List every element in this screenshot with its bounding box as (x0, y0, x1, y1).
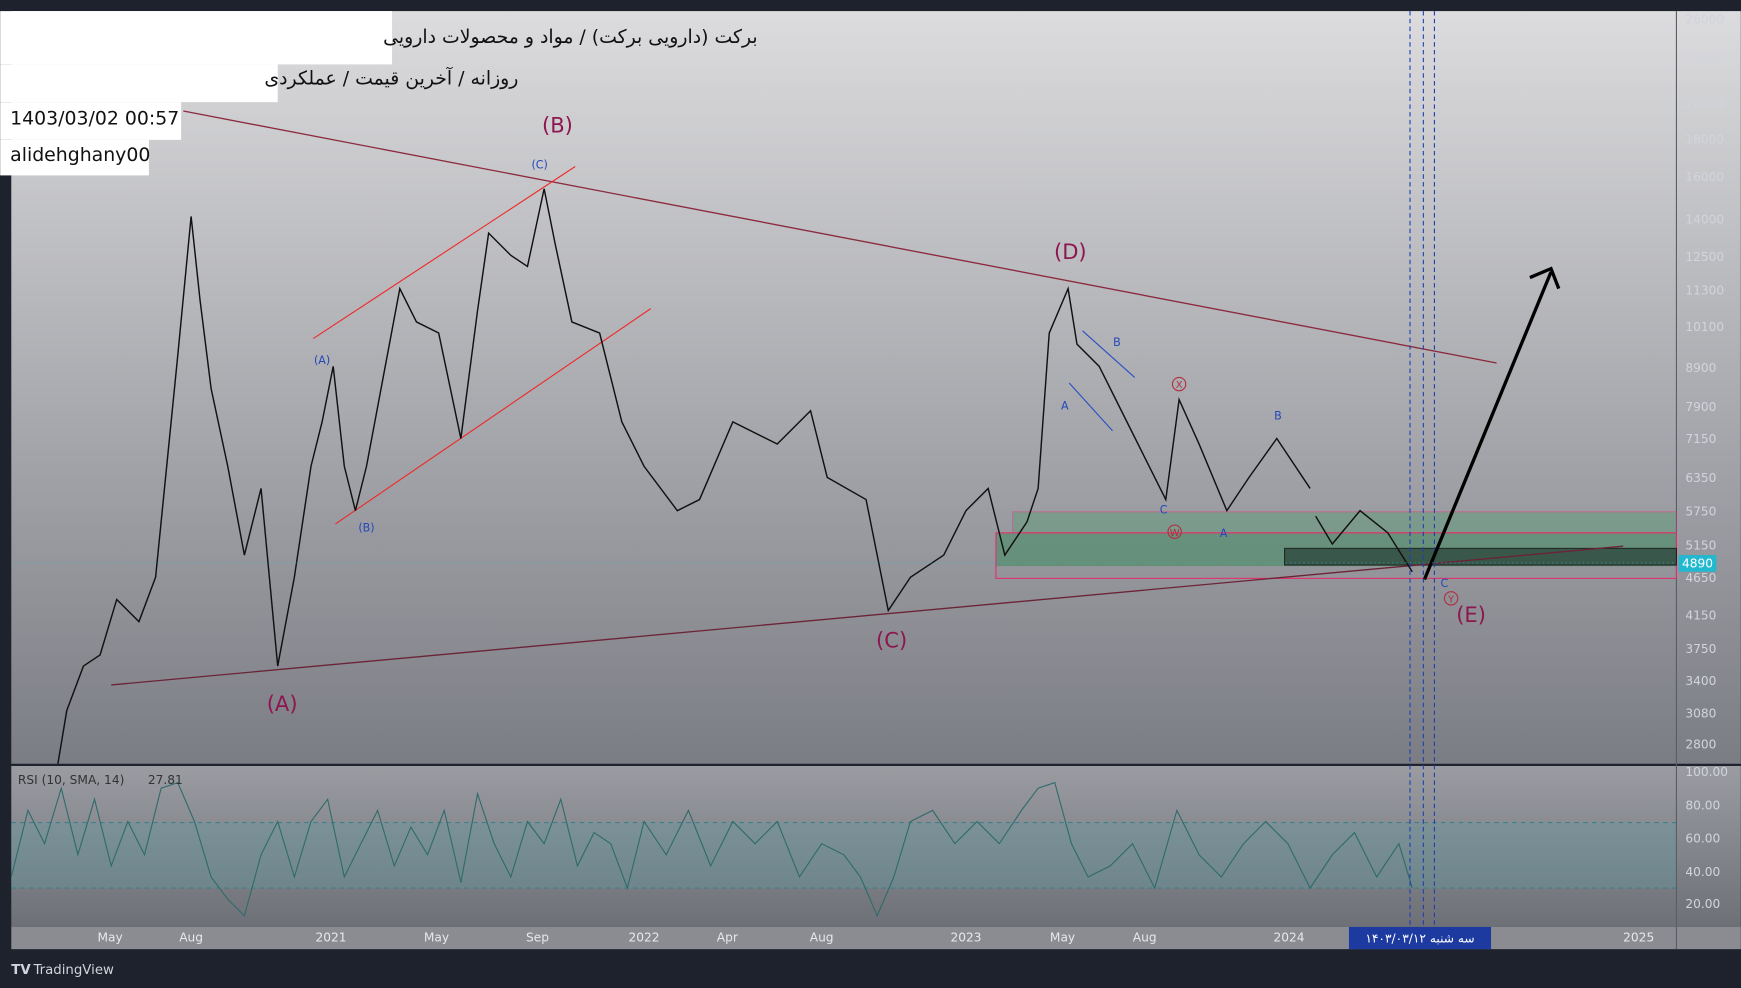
wave-label: (C) (876, 628, 907, 653)
price-tick-label: 5150 (1685, 539, 1716, 553)
wave-label: (E) (1456, 602, 1486, 627)
time-tick-label: May (424, 931, 449, 945)
price-tick-label: 8900 (1685, 361, 1716, 375)
price-path (57, 188, 1311, 764)
subwave-label: C (1160, 504, 1168, 517)
brand: TradingView (32, 963, 114, 978)
time-axis (11, 926, 1741, 950)
channel-line (1082, 330, 1136, 378)
price-tick-label: 18000 (1685, 132, 1724, 146)
subwave-label: A (1220, 527, 1228, 540)
wave-label: (A) (267, 691, 298, 716)
price-tick-label: 26000 (1685, 12, 1724, 26)
rsi-tick-label: 60.00 (1685, 832, 1720, 846)
time-tick-label: 2022 (629, 931, 660, 945)
wave-label: (D) (1054, 239, 1087, 264)
cursor-date: سه شنبه ۱۴۰۳/۰۳/۱۲ (1365, 932, 1474, 946)
channel-line (335, 308, 652, 525)
time-tick-label: May (97, 931, 122, 945)
title: برکت (دارویی برکت) / مواد و محصولات دارو… (383, 26, 757, 48)
time-tick-label: Apr (717, 931, 739, 945)
upper-trendline (183, 110, 1497, 364)
timestamp: 1403/03/02 00:57 (10, 107, 179, 129)
price-tick-label: 23000 (1685, 51, 1724, 65)
circled-label: X (1176, 380, 1183, 391)
wave-circle (1171, 376, 1187, 392)
time-tick-label: 2024 (1273, 931, 1304, 945)
current-price: 4890 (1682, 556, 1713, 570)
circled-label: W (1170, 528, 1180, 539)
rsi-tick-label: 40.00 (1685, 865, 1720, 879)
circled-label: Y (1447, 594, 1455, 605)
time-tick-label: 2025 (1623, 931, 1654, 945)
price-tick-label: 10100 (1685, 320, 1724, 334)
time-tick-label: May (1050, 931, 1075, 945)
projection-arrow (1422, 271, 1553, 581)
time-tick-label: 2023 (950, 931, 981, 945)
wave-circle (1167, 524, 1182, 539)
price-pane (11, 11, 1741, 764)
price-tick-label: 7150 (1685, 432, 1716, 446)
arrow-head (1529, 266, 1561, 290)
price-tick-label: 3750 (1685, 642, 1716, 656)
subwave-label: C (1441, 577, 1449, 590)
rsi-tick-label: 100.00 (1685, 765, 1728, 779)
brand-logo: TV (11, 963, 31, 978)
subwave-label: (C) (531, 158, 547, 171)
time-tick-label: Aug (1133, 931, 1157, 945)
info-box (0, 139, 149, 176)
price-tick-label: 4150 (1685, 609, 1716, 623)
price-tick-label: 5750 (1685, 504, 1716, 518)
price-path (1315, 509, 1413, 573)
time-tick-label: 2021 (315, 931, 346, 945)
price-tick-label: 11300 (1685, 283, 1724, 297)
price-badge (1678, 555, 1717, 572)
lower-trendline (111, 545, 1624, 686)
price-tick-label: 3080 (1685, 706, 1716, 720)
subwave-label: B (1274, 409, 1282, 422)
wave-label: (B) (542, 113, 573, 138)
wave-circle (1443, 591, 1459, 606)
price-tick-label: 20000 (1685, 97, 1724, 111)
price-tick-label: 14000 (1685, 212, 1724, 226)
rsi-tick-label: 80.00 (1685, 798, 1720, 812)
price-tick-label: 3400 (1685, 674, 1716, 688)
info-box (0, 64, 278, 103)
time-tick-label: Aug (179, 931, 203, 945)
rsi-pane (11, 765, 1741, 927)
price-tick-label: 4650 (1685, 571, 1716, 585)
info-box (0, 11, 393, 65)
subwave-label: (B) (358, 521, 374, 534)
zone-dark (1284, 547, 1677, 566)
price-tick-label: 2800 (1685, 737, 1716, 751)
time-tick-label: Sep (526, 931, 549, 945)
rsi-value: 27.81 (148, 773, 183, 787)
price-tick-label: 12500 (1685, 250, 1724, 264)
rsi-label: RSI (10, SMA, 14) (18, 773, 124, 787)
price-tick-label: 6350 (1685, 471, 1716, 485)
time-tick-label: Aug (810, 931, 834, 945)
price-tick-label: 7900 (1685, 400, 1716, 414)
author: alidehghany00 (10, 144, 150, 166)
channel-line (1068, 382, 1113, 432)
subwave-label: (A) (314, 354, 330, 367)
rsi-path (10, 781, 1413, 918)
channel-line (312, 166, 576, 340)
cursor-badge (1348, 926, 1492, 950)
subwave-label: B (1113, 336, 1121, 349)
subwave-label: A (1061, 399, 1069, 412)
rsi-tick-label: 20.00 (1685, 897, 1720, 911)
subtitle: روزانه / آخرین قیمت / عملکردی (264, 66, 518, 89)
info-box (0, 102, 182, 140)
price-tick-label: 16000 (1685, 170, 1724, 184)
